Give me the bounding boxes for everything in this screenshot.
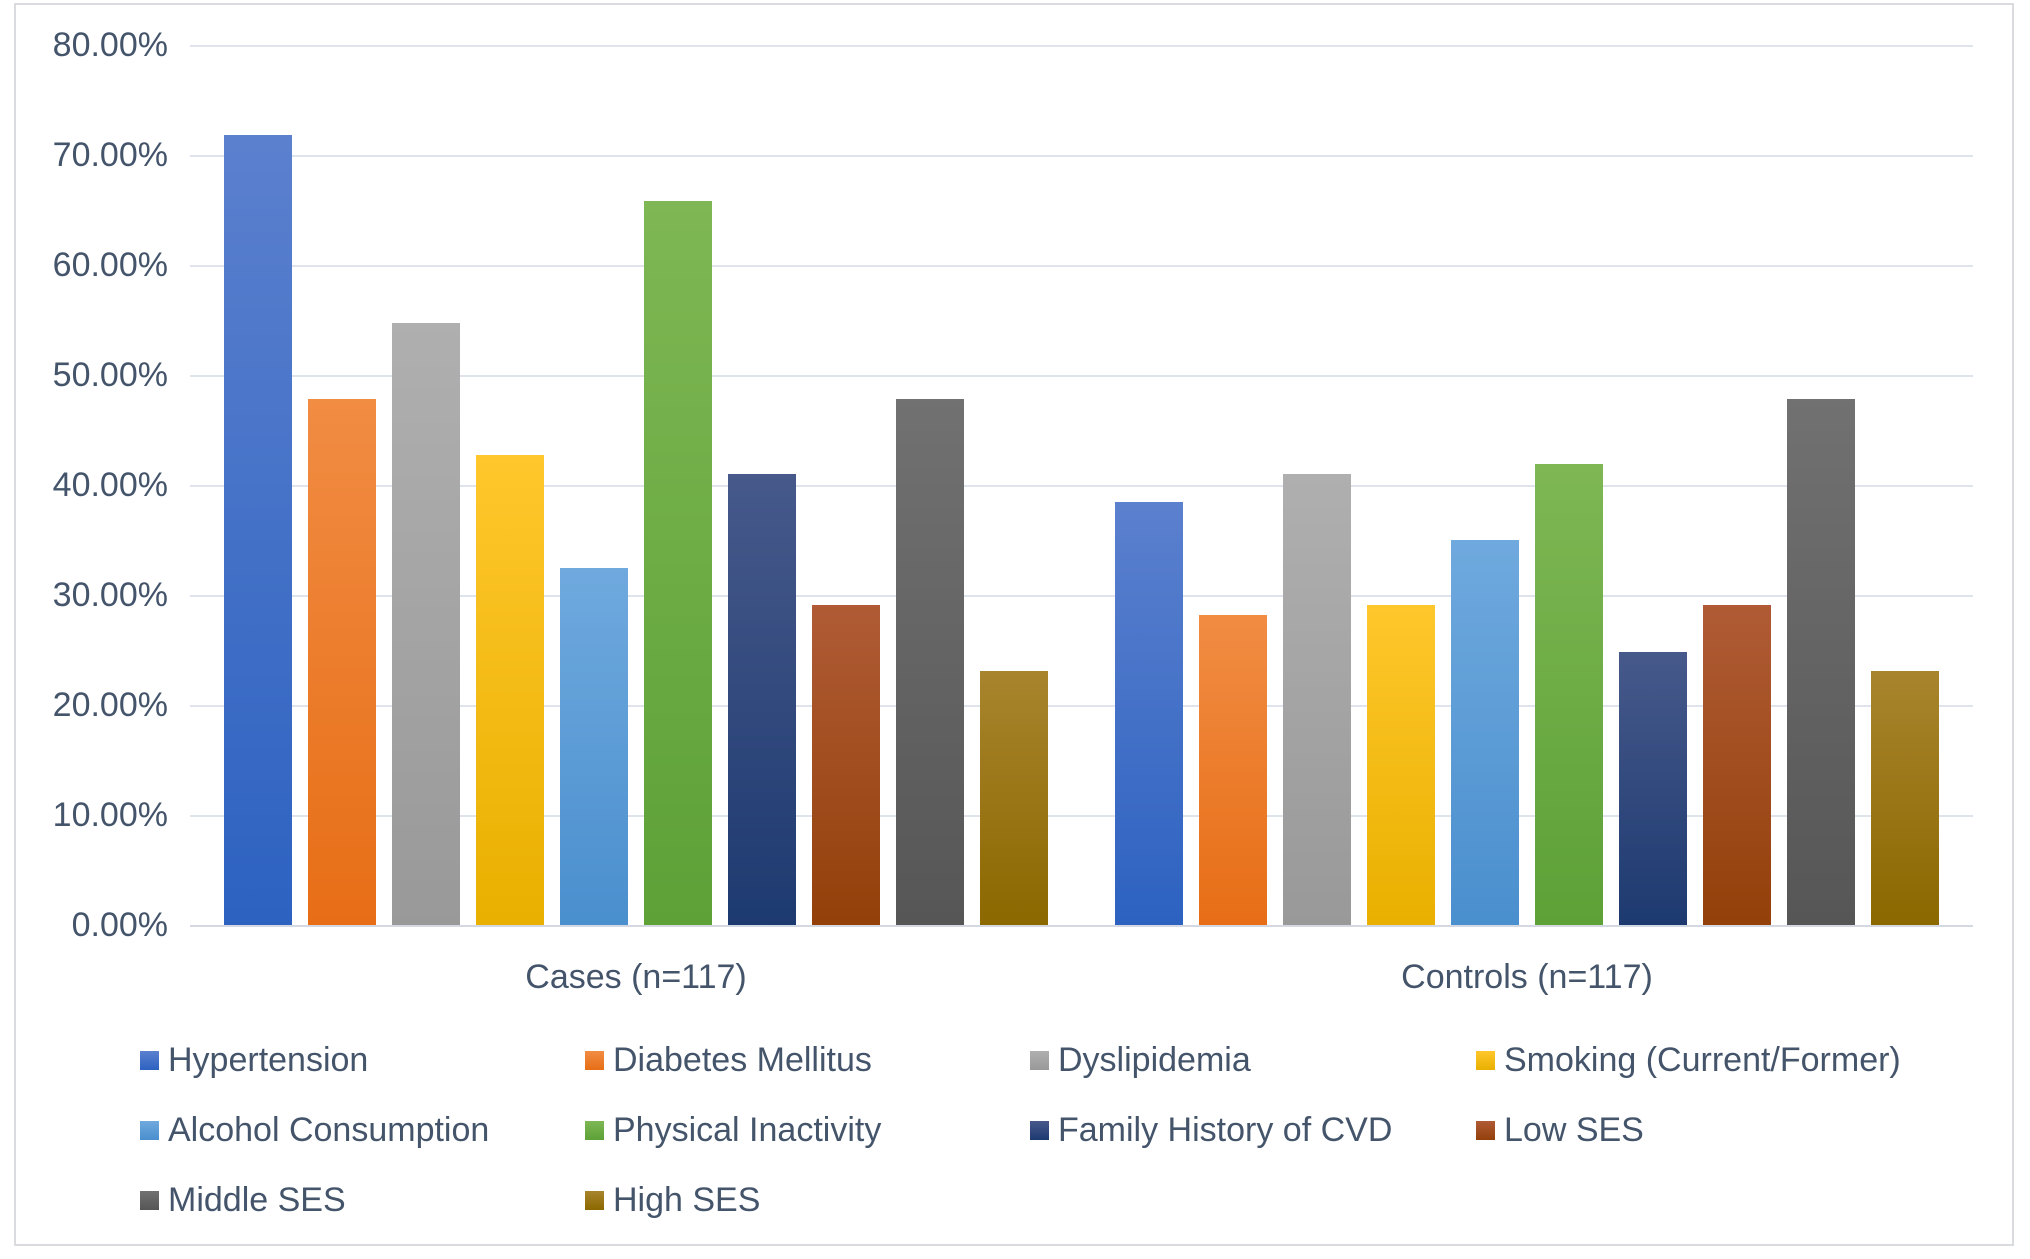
gridline-70.00% [190, 155, 1973, 157]
bar-physical-inactivity-controls-n-117 [1535, 464, 1604, 925]
bar-dyslipidemia-cases-n-117 [391, 323, 460, 925]
bar-group-cases-n-117 [223, 45, 1048, 925]
gridline-80.00% [190, 45, 1973, 47]
y-tick-label-80.00%: 80.00% [52, 26, 168, 64]
y-tick-label-30.00%: 30.00% [52, 576, 168, 614]
gridline-10.00% [190, 815, 1973, 817]
bar-low-ses-controls-n-117 [1703, 605, 1772, 925]
gridline-20.00% [190, 705, 1973, 707]
gridline-30.00% [190, 595, 1973, 597]
y-tick-label-60.00%: 60.00% [52, 246, 168, 284]
bar-middle-ses-cases-n-117 [895, 398, 964, 925]
gridline-40.00% [190, 485, 1973, 487]
y-tick-label-20.00%: 20.00% [52, 686, 168, 724]
gridline-50.00% [190, 375, 1973, 377]
bar-high-ses-cases-n-117 [979, 671, 1048, 925]
y-tick-label-70.00%: 70.00% [52, 136, 168, 174]
bar-dyslipidemia-controls-n-117 [1283, 473, 1352, 925]
gridline-60.00% [190, 265, 1973, 267]
y-tick-label-0.00%: 0.00% [71, 906, 168, 944]
bar-low-ses-cases-n-117 [811, 605, 880, 925]
y-tick-label-50.00%: 50.00% [52, 356, 168, 394]
bar-middle-ses-controls-n-117 [1787, 398, 1856, 925]
bar-group-controls-n-117 [1115, 45, 1940, 925]
bar-physical-inactivity-cases-n-117 [643, 201, 712, 925]
x-axis-line [190, 925, 1973, 927]
bar-hypertension-controls-n-117 [1115, 501, 1184, 925]
bar-diabetes-mellitus-controls-n-117 [1199, 614, 1268, 925]
bar-smoking-current-former-controls-n-117 [1367, 605, 1436, 925]
bar-family-history-of-cvd-cases-n-117 [727, 473, 796, 925]
bar-high-ses-controls-n-117 [1871, 671, 1940, 925]
y-tick-label-10.00%: 10.00% [52, 796, 168, 834]
category-label-controls: Controls (n=117) [1401, 958, 1653, 996]
bar-diabetes-mellitus-cases-n-117 [307, 398, 376, 925]
bar-hypertension-cases-n-117 [223, 135, 292, 925]
bar-alcohol-consumption-cases-n-117 [559, 567, 628, 925]
bar-alcohol-consumption-controls-n-117 [1451, 539, 1520, 925]
bar-family-history-of-cvd-controls-n-117 [1619, 652, 1688, 925]
category-label-cases: Cases (n=117) [525, 958, 747, 996]
bar-smoking-current-former-cases-n-117 [475, 454, 544, 925]
y-tick-label-40.00%: 40.00% [52, 466, 168, 504]
plot-area [190, 45, 1973, 927]
